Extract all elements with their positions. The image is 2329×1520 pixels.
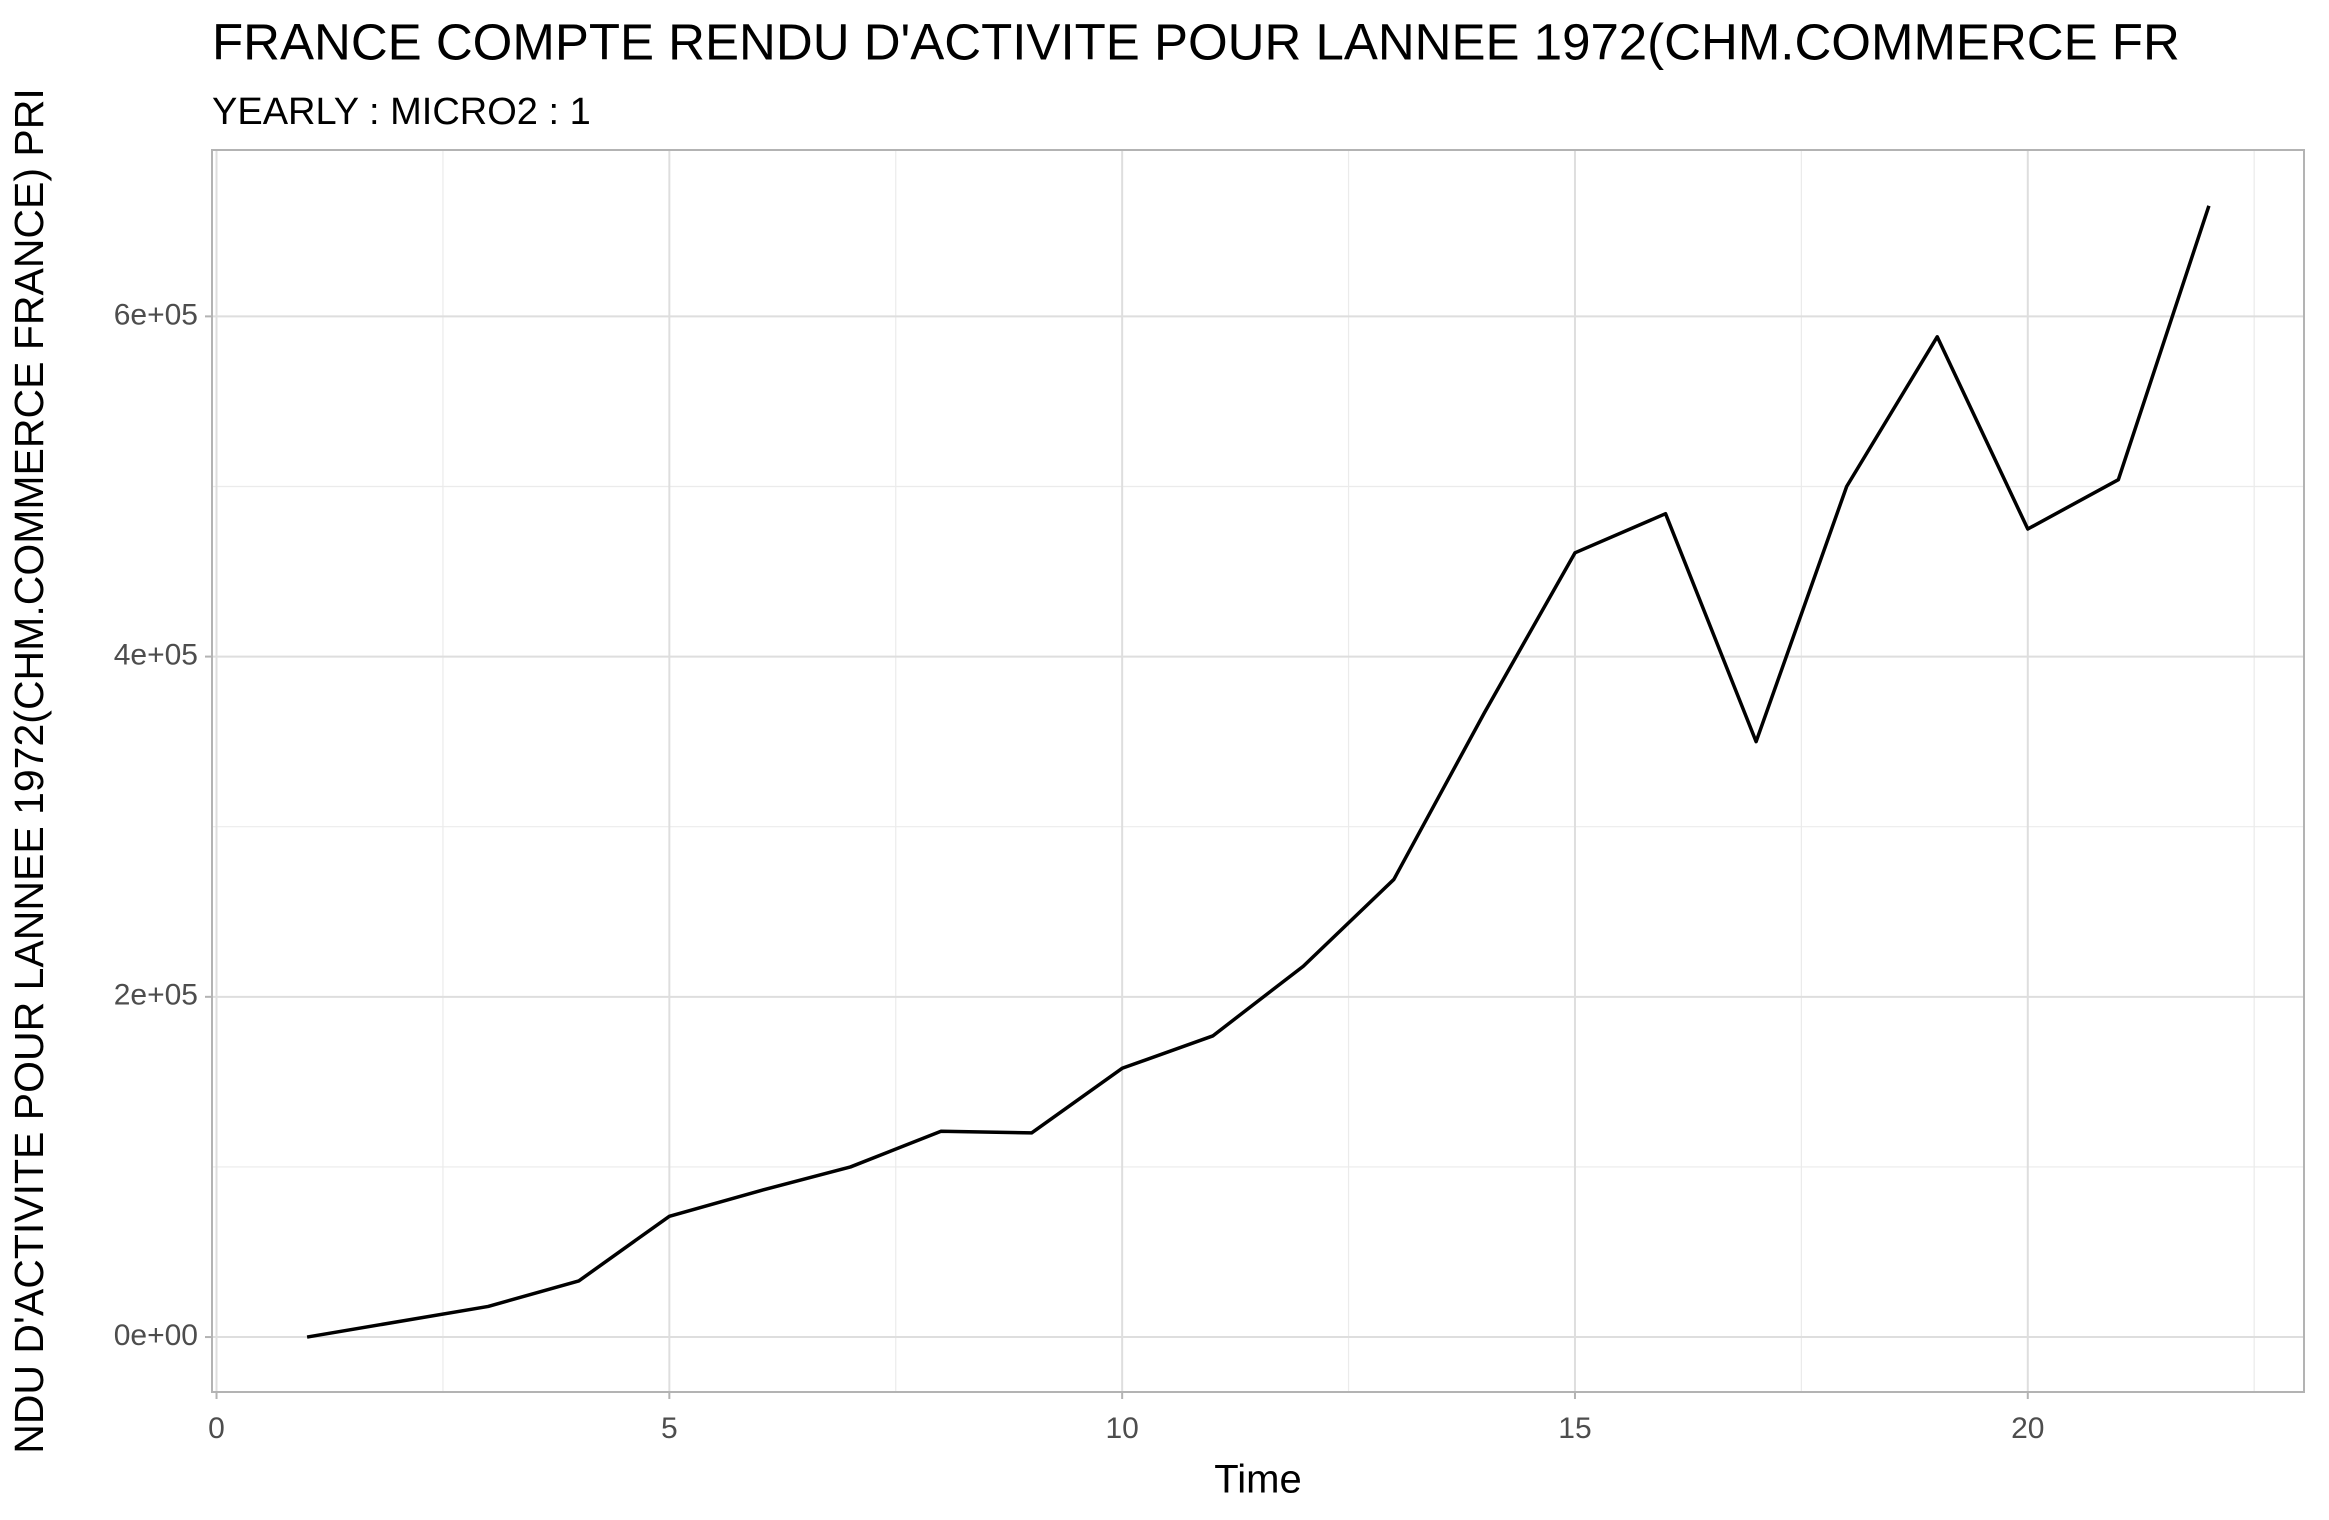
y-axis-title: NDU D'ACTIVITE POUR LANNEE 1972(CHM.COMM… xyxy=(6,88,52,1454)
line xyxy=(306,205,2211,1339)
y-tick-label: 6e+05 xyxy=(114,298,198,331)
x-axis-title: Time xyxy=(1214,1458,1301,1502)
x-tick-label: 20 xyxy=(2011,1412,2044,1445)
y-tick-label: 2e+05 xyxy=(114,979,198,1012)
x-tick-label: 0 xyxy=(208,1412,225,1445)
x-tick-label: 15 xyxy=(1558,1412,1591,1445)
y-tick-label: 0e+00 xyxy=(114,1319,198,1352)
chart-title: FRANCE COMPTE RENDU D'ACTIVITE POUR LANN… xyxy=(212,13,2180,70)
x-tick-label: 10 xyxy=(1105,1412,1138,1445)
y-tick-label: 4e+05 xyxy=(114,639,198,672)
chart-subtitle: YEARLY : MICRO2 : 1 xyxy=(212,91,591,133)
x-tick-label: 5 xyxy=(661,1412,678,1445)
panel-border xyxy=(211,149,2305,1393)
